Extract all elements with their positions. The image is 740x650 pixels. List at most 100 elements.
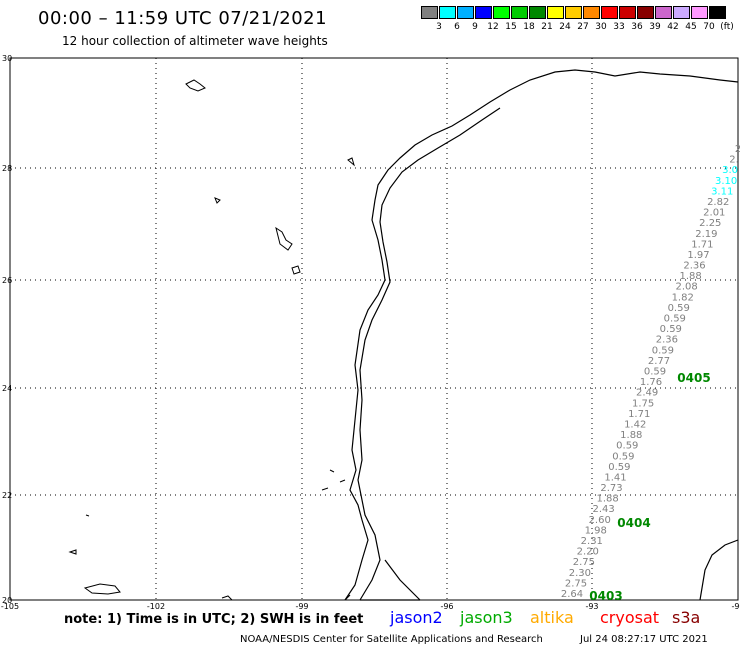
scale-swatch [565, 6, 582, 19]
wave-height-label: 2.19 [695, 229, 717, 240]
scale-swatch [511, 6, 528, 19]
scale-label: 18 [523, 22, 535, 32]
scale-label: 33 [613, 22, 625, 32]
wave-height-label: 1.88 [679, 271, 701, 282]
scale-swatch [493, 6, 510, 19]
wave-height-label: 3.11 [711, 186, 733, 197]
longitude-label: -99 [295, 602, 308, 611]
wave-height-label: 2.64 [561, 589, 583, 600]
axis-labels: 30 28 26 24 22 20-105 -102 -99 -96 -93 -90 [1, 54, 740, 611]
wave-height-label: 2.60 [589, 515, 611, 526]
scale-label: 21 [541, 22, 553, 32]
scale-label: 12 [487, 22, 499, 32]
generated-timestamp: Jul 24 08:27:17 UTC 2021 [580, 634, 708, 645]
wave-height-label: 2.75 [565, 578, 587, 589]
scale-swatch [637, 6, 654, 19]
scale-swatch [655, 6, 672, 19]
altimeter-track: 2.642.752.302.752.202.311.982.602.431.88… [561, 144, 740, 603]
wave-height-label: 0.59 [644, 367, 666, 378]
latitude-label: 26 [2, 276, 12, 285]
scale-swatch [529, 6, 546, 19]
scale-label: 70 [703, 22, 715, 32]
scale-swatch [601, 6, 618, 19]
map-title: 00:00 – 11:59 UTC 07/21/2021 [38, 8, 328, 29]
credit-text: NOAA/NESDIS Center for Satellite Applica… [240, 634, 543, 645]
wave-height-label: 1.75 [632, 398, 654, 409]
wave-height-label: 2.77 [648, 356, 670, 367]
pass-time-label: 0405 [677, 371, 710, 385]
scale-label: 45 [685, 22, 697, 32]
longitude-label: -105 [1, 602, 19, 611]
scale-swatch [439, 6, 456, 19]
wave-height-label: 2.82 [707, 197, 729, 208]
latitude-label: 28 [2, 164, 12, 173]
scale-swatch [583, 6, 600, 19]
wave-height-label: 0.59 [660, 324, 682, 335]
wave-height-label: 1.97 [687, 250, 709, 261]
pass-time-label: 0403 [589, 589, 622, 603]
coastline [344, 69, 739, 601]
scale-label: 15 [505, 22, 517, 32]
latitude-label: 22 [2, 491, 12, 500]
scale-swatch [709, 6, 726, 19]
wave-height-label: 2 [735, 144, 740, 155]
wave-height-label: 2.20 [577, 547, 599, 558]
wave-height-label: 0.59 [608, 462, 630, 473]
scale-swatch [547, 6, 564, 19]
latitude-label: 24 [2, 384, 12, 393]
longitude-label: -96 [440, 602, 453, 611]
wave-height-label: 2.31 [581, 536, 603, 547]
longitude-label: -102 [147, 602, 165, 611]
footer-note: note: 1) Time is in UTC; 2) SWH is in fe… [64, 612, 364, 627]
wave-height-label: 2.75 [573, 557, 595, 568]
color-scale [421, 6, 727, 19]
wave-height-label: 2.73 [600, 483, 622, 494]
wave-height-label: 1.88 [596, 494, 618, 505]
scale-swatch [457, 6, 474, 19]
wave-height-label: 2.43 [592, 504, 614, 515]
scale-label: 30 [595, 22, 607, 32]
wave-height-label: 0.59 [616, 441, 638, 452]
scale-swatch [475, 6, 492, 19]
wave-height-label: 2.30 [569, 568, 591, 579]
wave-height-label: 3.10 [715, 176, 737, 187]
scale-label: 9 [472, 22, 478, 32]
map-subtitle: 12 hour collection of altimeter wave hei… [62, 34, 328, 48]
scale-label: 42 [667, 22, 679, 32]
wave-height-label: 2.49 [636, 388, 658, 399]
scale-label: 27 [577, 22, 589, 32]
wave-height-label: 1.41 [604, 473, 626, 484]
pass-time-label: 0404 [617, 516, 650, 530]
wave-height-label: 1.42 [624, 420, 646, 431]
wave-height-label: 2.25 [699, 218, 721, 229]
satellite-cryosat: cryosat [600, 608, 660, 627]
satellite-altika: altika [530, 608, 574, 627]
scale-swatch [421, 6, 438, 19]
scale-label: 36 [631, 22, 643, 32]
wave-height-label: 1.71 [628, 409, 650, 420]
wave-height-label: 1.88 [620, 430, 642, 441]
wave-height-label: 0.59 [664, 314, 686, 325]
scale-label: 24 [559, 22, 571, 32]
longitude-label: -90 [731, 602, 740, 611]
wave-height-label: 1.76 [640, 377, 662, 388]
scale-label: 39 [649, 22, 661, 32]
wave-height-label: 3.0 [722, 165, 738, 176]
scale-swatch [619, 6, 636, 19]
wave-height-label: 0.59 [612, 451, 634, 462]
wave-height-label: 2.36 [683, 261, 705, 272]
scale-label: (ft) [720, 22, 734, 32]
wave-height-label: 2.36 [656, 335, 678, 346]
wave-height-label: 2.01 [703, 208, 725, 219]
graticule [10, 58, 738, 600]
wave-height-label: 0.59 [652, 345, 674, 356]
latitude-label: 30 [2, 54, 12, 63]
wave-height-label: 2.08 [675, 282, 697, 293]
scale-swatch [673, 6, 690, 19]
scale-label: 3 [436, 22, 442, 32]
satellite-jason2: jason2 [390, 608, 443, 627]
color-scale-labels: 3 6 9 12 15 18 21 24 27 30 33 36 39 42 45 70 (ft) [421, 22, 740, 34]
wave-height-label: 0.59 [668, 303, 690, 314]
scale-label: 6 [454, 22, 460, 32]
